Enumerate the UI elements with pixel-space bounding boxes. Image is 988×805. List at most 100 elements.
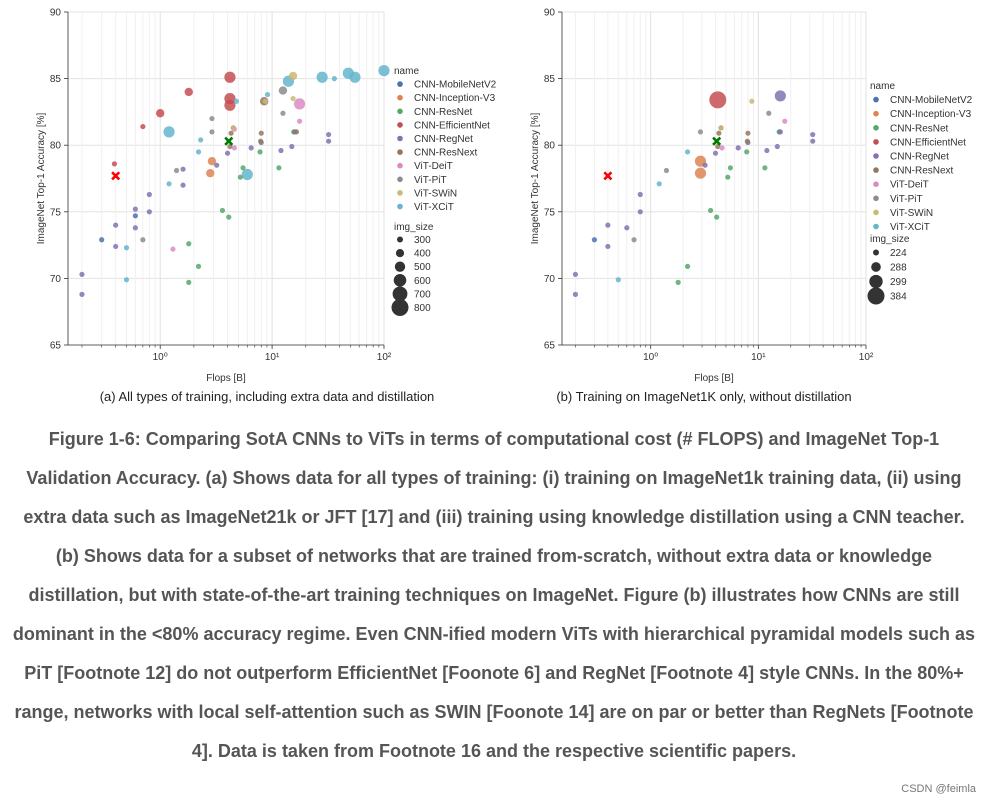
legend-marker <box>397 94 403 101</box>
point-vit-xcit <box>331 76 337 82</box>
legend-label: CNN-ResNext <box>414 148 478 159</box>
legend: name CNN-MobileNetV2 CNN-Inception-V3 CNN-R… <box>867 81 973 305</box>
point-cnn-regnet <box>624 225 630 231</box>
x-tick-label: 10⁰ <box>153 352 168 363</box>
point-vit-xcit <box>123 245 130 251</box>
point-cnn-regnet <box>278 147 284 154</box>
legend-marker <box>873 167 879 173</box>
legend-label: ViT-SWiN <box>890 208 933 219</box>
point-cnn-regnet <box>146 191 152 198</box>
x-tick-label: 10¹ <box>751 352 766 363</box>
size-legend-marker <box>867 287 885 305</box>
size-legend-marker <box>395 249 405 258</box>
point-vit-xcit <box>656 181 662 187</box>
point-cnn-regnet <box>289 143 295 150</box>
point-cnn-regnet <box>248 145 254 151</box>
point-vit-deit <box>231 145 237 151</box>
point-cnn-resnet <box>237 174 243 180</box>
x-tick-label: 10¹ <box>265 352 280 363</box>
point-cnn-resnet <box>276 165 282 171</box>
data-points <box>79 65 390 297</box>
point-vit-swin <box>262 98 268 104</box>
point-cnn-regnet <box>637 191 643 198</box>
size-legend-marker <box>391 299 409 316</box>
legend-title: name <box>394 66 419 77</box>
legend-label: CNN-Inception-V3 <box>414 93 496 104</box>
legend-label: ViT-XCiT <box>414 202 454 213</box>
point-cnn-efficientnet <box>224 99 236 111</box>
point-vit-swin <box>288 71 298 81</box>
point-vit-xcit <box>615 277 621 283</box>
point-cnn-resnext <box>228 130 234 136</box>
chart-b: 65 70 75 80 85 90 10⁰ 10¹ 10² Flops [B] ImageNet T… <box>530 8 973 385</box>
point-cnn-resnet <box>195 263 202 270</box>
point-cnn-resnext <box>744 138 750 144</box>
x-axis-label: Flops [B] <box>206 373 246 384</box>
legend-marker <box>397 149 403 155</box>
legend-marker <box>397 108 403 115</box>
point-cnn-regnet <box>132 225 138 231</box>
point-vit-xcit <box>241 168 253 181</box>
point-cnn-resnext <box>293 129 300 135</box>
size-legend-marker <box>871 262 881 272</box>
legend-label: CNN-MobileNetV2 <box>890 95 973 106</box>
point-cnn-efficientnet <box>184 87 193 97</box>
point-cnn-resnet <box>744 149 750 155</box>
point-cnn-regnet <box>79 271 85 278</box>
size-legend-label: 288 <box>890 263 907 274</box>
legend-title: name <box>870 81 895 92</box>
point-cnn-regnet <box>113 243 119 250</box>
size-legend-marker <box>392 286 408 302</box>
point-vit-deit <box>782 118 788 124</box>
size-legend-marker <box>393 274 407 287</box>
point-cnn-efficientnet <box>111 161 118 167</box>
point-cnn-resnet <box>725 174 731 180</box>
size-legend-label: 300 <box>414 235 431 246</box>
point-cnn-regnet <box>113 222 119 228</box>
y-tick-label: 70 <box>50 274 62 285</box>
legend-marker <box>397 122 403 128</box>
point-cnn-resnet <box>240 165 246 171</box>
point-vit-pit <box>631 237 637 243</box>
point-cnn-mobilenetv2 <box>132 213 138 219</box>
point-vit-deit <box>170 246 176 252</box>
size-legend-marker <box>869 274 883 289</box>
point-cnn-mobilenetv2 <box>99 237 105 243</box>
figure-caption: Figure 1-6: Comparing SotA CNNs to ViTs … <box>12 429 976 761</box>
legend-label: ViT-DeiT <box>890 180 929 191</box>
point-cnn-resnet <box>186 279 192 285</box>
y-axis-label: ImageNet Top-1 Accuracy [%] <box>36 113 47 245</box>
watermark: CSDN @feimla <box>901 783 976 795</box>
legend-marker <box>397 190 403 196</box>
legend-marker <box>873 209 879 216</box>
point-cnn-resnext <box>258 130 264 136</box>
point-vit-pit <box>140 237 146 243</box>
legend-marker <box>873 181 879 187</box>
point-vit-pit <box>278 86 288 95</box>
point-cnn-resnet <box>219 207 226 214</box>
point-vit-swin <box>230 125 236 131</box>
point-vit-xcit <box>684 149 691 155</box>
size-legend-label: 600 <box>414 276 431 287</box>
point-cnn-regnet <box>132 206 138 212</box>
point-cnn-inception-v3 <box>694 167 707 179</box>
y-tick-label: 90 <box>544 8 556 19</box>
point-vit-pit <box>209 115 215 122</box>
point-cnn-efficientnet <box>224 71 236 83</box>
legend-label: ViT-PiT <box>414 175 447 186</box>
point-cnn-regnet <box>777 129 783 135</box>
size-legend-label: 299 <box>890 277 907 288</box>
legend-label: CNN-EfficientNet <box>890 137 966 148</box>
point-cnn-regnet <box>702 162 708 168</box>
point-cnn-regnet <box>572 291 579 297</box>
legend-label: CNN-ResNet <box>414 107 473 118</box>
point-cnn-regnet <box>637 209 643 215</box>
point-cnn-regnet <box>326 138 332 144</box>
point-cnn-regnet <box>764 147 770 154</box>
point-cnn-resnet <box>186 241 192 247</box>
legend-label: CNN-Inception-V3 <box>890 109 972 120</box>
point-cnn-regnet <box>810 131 816 138</box>
point-cnn-regnet <box>572 271 579 278</box>
legend-marker <box>873 139 879 145</box>
